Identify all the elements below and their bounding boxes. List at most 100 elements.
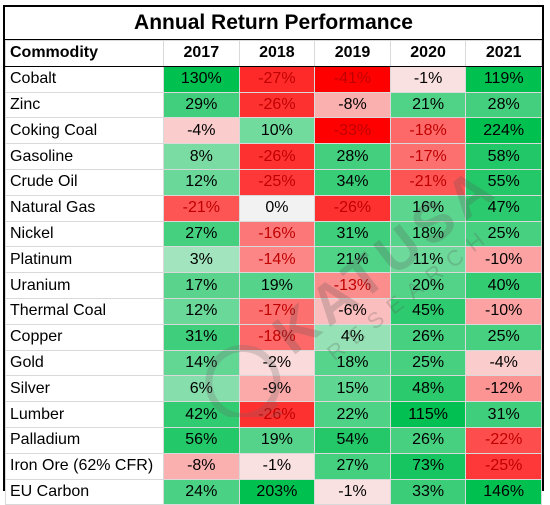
return-cell-2017: 14% — [163, 349, 240, 377]
return-cell-2020: 21% — [389, 91, 467, 119]
table-row: Gold 14% -2% 18% 25% -4% — [5, 349, 542, 377]
return-cell-2019: 28% — [314, 143, 391, 170]
return-cell-2019: -1% — [314, 478, 391, 505]
return-cell-2017: -21% — [163, 194, 240, 222]
return-cell-2018: -1% — [238, 452, 316, 480]
return-cell-2017: 29% — [163, 91, 240, 119]
commodity-name: Gasoline — [5, 143, 164, 170]
return-cell-2018: -14% — [238, 246, 316, 274]
column-header-2021: 2021 — [465, 40, 542, 67]
return-cell-2017: 17% — [163, 272, 240, 299]
return-cell-2021: 25% — [465, 323, 542, 351]
return-cell-2020: 11% — [389, 246, 467, 274]
return-cell-2019: 22% — [314, 401, 391, 428]
commodity-name: Copper — [5, 323, 164, 351]
return-cell-2020: -18% — [389, 117, 467, 145]
commodity-name: Silver — [5, 375, 164, 403]
table-row: Zinc 29% -26% -8% 21% 28% — [5, 91, 542, 119]
table-row: Palladium 56% 19% 54% 26% -22% — [5, 426, 542, 454]
commodity-name: Iron Ore (62% CFR) — [5, 452, 164, 480]
return-cell-2018: 19% — [238, 272, 316, 299]
return-cell-2020: 73% — [389, 452, 467, 480]
column-header-commodity: Commodity — [5, 40, 164, 67]
table-row: Platinum 3% -14% 21% 11% -10% — [5, 246, 542, 274]
return-cell-2017: 27% — [163, 220, 240, 248]
return-cell-2018: 0% — [238, 194, 316, 222]
table-row: Copper 31% -18% 4% 26% 25% — [5, 323, 542, 351]
table-row: EU Carbon 24% 203% -1% 33% 146% — [5, 478, 542, 505]
return-cell-2019: -33% — [314, 117, 391, 145]
return-cell-2017: 130% — [163, 65, 240, 93]
return-cell-2020: 25% — [389, 349, 467, 377]
return-cell-2020: -17% — [389, 143, 467, 170]
return-cell-2021: -12% — [465, 375, 542, 403]
return-cell-2018: -26% — [238, 91, 316, 119]
commodity-name: Crude Oil — [5, 168, 164, 196]
commodity-name: Uranium — [5, 272, 164, 299]
return-cell-2020: 48% — [389, 375, 467, 403]
return-cell-2017: 31% — [163, 323, 240, 351]
column-header-2020: 2020 — [389, 40, 467, 67]
table-row: Cobalt 130% -27% -41% -1% 119% — [5, 65, 542, 93]
table-row: Natural Gas -21% 0% -26% 16% 47% — [5, 194, 542, 222]
return-cell-2017: -8% — [163, 452, 240, 480]
commodity-name: Natural Gas — [5, 194, 164, 222]
return-cell-2021: 28% — [465, 91, 542, 119]
table-row: Coking Coal -4% 10% -33% -18% 224% — [5, 117, 542, 145]
return-cell-2018: -27% — [238, 65, 316, 93]
return-cell-2017: 42% — [163, 401, 240, 428]
return-cell-2017: 24% — [163, 478, 240, 505]
table-row: Silver 6% -9% 15% 48% -12% — [5, 375, 542, 403]
return-cell-2019: 54% — [314, 426, 391, 454]
return-cell-2017: -4% — [163, 117, 240, 145]
performance-table-frame: Annual Return Performance Commodity 2017… — [3, 5, 544, 505]
commodity-name: Nickel — [5, 220, 164, 248]
commodity-name: Cobalt — [5, 65, 164, 93]
return-cell-2020: -1% — [389, 65, 467, 93]
commodity-name: Coking Coal — [5, 117, 164, 145]
return-cell-2020: 45% — [389, 297, 467, 325]
return-cell-2020: 26% — [389, 426, 467, 454]
column-header-2019: 2019 — [314, 40, 391, 67]
commodity-name: Lumber — [5, 401, 164, 428]
column-header-2018: 2018 — [238, 40, 316, 67]
return-cell-2019: -26% — [314, 194, 391, 222]
table-row: Nickel 27% -16% 31% 18% 25% — [5, 220, 542, 248]
return-cell-2021: 58% — [465, 143, 542, 170]
return-cell-2020: 115% — [389, 401, 467, 428]
commodity-name: EU Carbon — [5, 478, 164, 505]
commodity-name: Gold — [5, 349, 164, 377]
return-cell-2021: 25% — [465, 220, 542, 248]
return-cell-2019: 15% — [314, 375, 391, 403]
return-cell-2020: -21% — [389, 168, 467, 196]
performance-table: Commodity 2017 2018 2019 2020 2021 Cobal… — [5, 40, 542, 505]
return-cell-2018: -25% — [238, 168, 316, 196]
return-cell-2018: -17% — [238, 297, 316, 325]
header-row: Commodity 2017 2018 2019 2020 2021 — [5, 40, 542, 67]
return-cell-2019: 21% — [314, 246, 391, 274]
return-cell-2017: 56% — [163, 426, 240, 454]
return-cell-2019: 31% — [314, 220, 391, 248]
return-cell-2021: 55% — [465, 168, 542, 196]
return-cell-2019: 4% — [314, 323, 391, 351]
return-cell-2017: 6% — [163, 375, 240, 403]
return-cell-2020: 20% — [389, 272, 467, 299]
return-cell-2018: 19% — [238, 426, 316, 454]
table-row: Gasoline 8% -26% 28% -17% 58% — [5, 143, 542, 170]
return-cell-2017: 3% — [163, 246, 240, 274]
return-cell-2021: 119% — [465, 65, 542, 93]
return-cell-2021: 146% — [465, 478, 542, 505]
return-cell-2021: 47% — [465, 194, 542, 222]
return-cell-2018: -18% — [238, 323, 316, 351]
return-cell-2021: 40% — [465, 272, 542, 299]
return-cell-2018: 10% — [238, 117, 316, 145]
table-row: Crude Oil 12% -25% 34% -21% 55% — [5, 168, 542, 196]
return-cell-2020: 16% — [389, 194, 467, 222]
return-cell-2018: -26% — [238, 143, 316, 170]
return-cell-2021: -10% — [465, 297, 542, 325]
return-cell-2021: 31% — [465, 401, 542, 428]
return-cell-2018: -9% — [238, 375, 316, 403]
return-cell-2018: -2% — [238, 349, 316, 377]
return-cell-2018: -26% — [238, 401, 316, 428]
return-cell-2021: 224% — [465, 117, 542, 145]
